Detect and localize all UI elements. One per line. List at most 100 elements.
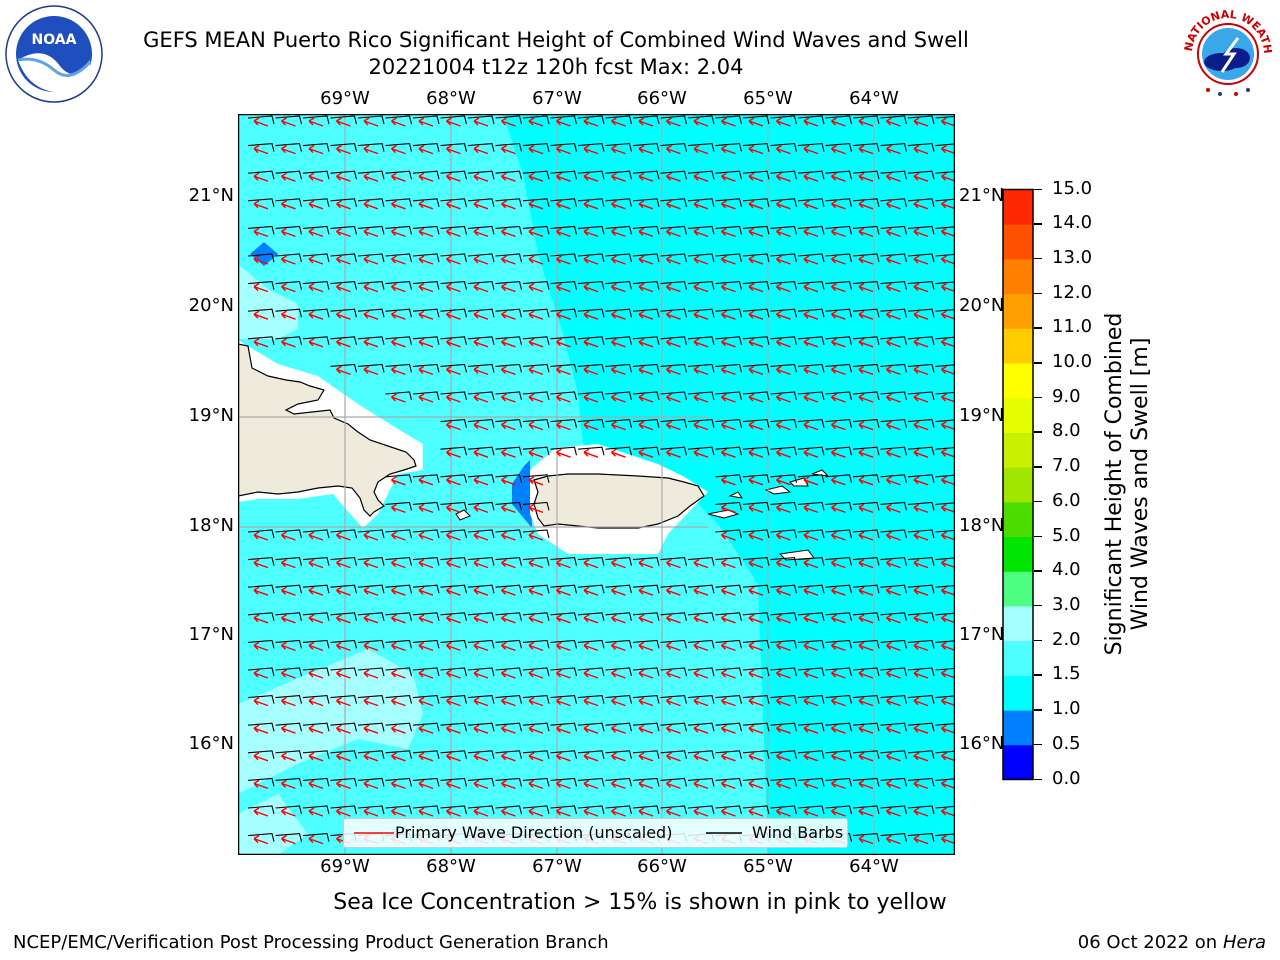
wind-barb: [797, 308, 825, 318]
colorbar-segment: [1003, 640, 1033, 676]
wave-direction-arrow: [391, 696, 406, 707]
wind-barb: [660, 667, 688, 677]
wind-barb: [275, 529, 303, 539]
wave-direction-arrow: [721, 614, 736, 624]
wave-direction-arrow: [913, 227, 929, 238]
wind-barb: [577, 198, 605, 207]
wave-direction-arrow: [308, 227, 324, 238]
wind-barb: [440, 115, 468, 125]
wind-barb: [275, 695, 303, 704]
wave-direction-arrow: [583, 558, 599, 569]
wave-direction-arrow: [638, 310, 654, 320]
wind-barb: [605, 777, 633, 787]
wave-direction-arrow: [941, 586, 955, 596]
wave-direction-arrow: [776, 752, 791, 762]
wind-barb: [880, 750, 908, 759]
wave-direction-arrow: [418, 227, 434, 238]
wave-direction-arrow: [748, 338, 764, 348]
wave-direction-arrow: [363, 282, 379, 293]
wave-direction-arrow: [858, 255, 874, 265]
wave-direction-arrow: [418, 117, 434, 127]
wind-barb: [660, 722, 688, 732]
wind-barb: [522, 612, 550, 621]
wave-direction-arrow: [831, 641, 846, 652]
wind-barb: [935, 723, 955, 726]
wind-barb: [522, 225, 550, 235]
wind-barb: [852, 667, 880, 677]
wave-direction-arrow: [886, 338, 901, 348]
wind-barb: [825, 253, 853, 263]
wind-barb: [357, 584, 385, 594]
wind-barb: [907, 805, 935, 815]
wave-direction-arrow: [831, 807, 846, 817]
wave-direction-arrow: [886, 834, 901, 845]
wave-direction-arrow: [583, 641, 599, 652]
wave-direction-arrow: [446, 338, 461, 348]
wave-direction-arrow: [831, 752, 846, 762]
wave-direction-arrow: [886, 200, 901, 210]
wave-direction-arrow: [913, 834, 929, 845]
wave-direction-arrow: [886, 503, 901, 514]
wind-barb: [357, 336, 385, 345]
wave-direction-arrow: [583, 807, 599, 817]
wave-direction-arrow: [556, 310, 571, 320]
wind-barb: [880, 253, 908, 263]
wind-barb: [247, 225, 275, 235]
colorbar-tick-label: 10.0: [1052, 351, 1093, 373]
wave-direction-arrow: [776, 310, 791, 320]
wind-barb: [412, 639, 440, 649]
wind-barb: [880, 308, 908, 318]
wind-barb: [605, 170, 633, 180]
wind-barb: [467, 805, 495, 815]
wind-barb: [797, 391, 825, 401]
wave-direction-arrow: [336, 310, 351, 320]
wave-direction-arrow: [913, 807, 929, 817]
wind-barb: [467, 225, 495, 235]
wind-barb: [687, 363, 715, 373]
wave-direction-arrow: [666, 227, 681, 238]
wave-direction-arrow: [281, 586, 296, 596]
wave-direction-arrow: [336, 227, 351, 238]
wave-direction-arrow: [721, 531, 736, 541]
wave-direction-arrow: [803, 117, 819, 127]
wind-barb: [302, 198, 330, 207]
wave-direction-arrow: [418, 531, 434, 541]
wind-barb: [935, 750, 955, 754]
wave-direction-arrow: [611, 420, 626, 431]
wave-direction-arrow: [363, 558, 379, 569]
wave-direction-arrow: [941, 117, 955, 127]
wave-direction-arrow: [528, 531, 544, 541]
wave-direction-arrow: [886, 779, 901, 790]
wind-barb: [907, 363, 935, 373]
lon-label-top: 69°W: [320, 88, 370, 109]
wave-direction-arrow: [281, 724, 296, 734]
wind-barb: [605, 612, 633, 621]
wind-barb: [605, 363, 633, 373]
wind-barb: [825, 363, 853, 373]
wind-barb: [385, 308, 413, 318]
wave-direction-arrow: [556, 420, 571, 431]
wave-direction-arrow: [446, 172, 461, 182]
lon-label-bottom: 68°W: [426, 856, 476, 877]
wind-barb: [330, 750, 358, 759]
wave-direction-arrow: [776, 365, 791, 376]
wave-direction-arrow: [253, 531, 269, 541]
wind-barb: [907, 584, 935, 594]
wave-direction-arrow: [913, 476, 929, 486]
wave-direction-arrow: [611, 448, 626, 458]
colorbar-tick-label: 2.0: [1052, 628, 1081, 650]
colorbar-segment: [1003, 293, 1033, 329]
wave-direction-arrow: [446, 641, 461, 652]
wave-direction-arrow: [501, 420, 516, 431]
wind-barb: [797, 363, 825, 373]
wave-direction-arrow: [281, 144, 296, 155]
wind-barb: [330, 667, 358, 677]
wind-barb: [467, 612, 495, 621]
wind-barb: [495, 612, 523, 621]
wind-barb: [687, 170, 715, 180]
wind-barb: [880, 419, 908, 428]
wave-direction-arrow: [638, 227, 654, 238]
wave-direction-arrow: [721, 476, 736, 486]
wind-barb: [687, 750, 715, 759]
wind-barb: [660, 391, 688, 401]
